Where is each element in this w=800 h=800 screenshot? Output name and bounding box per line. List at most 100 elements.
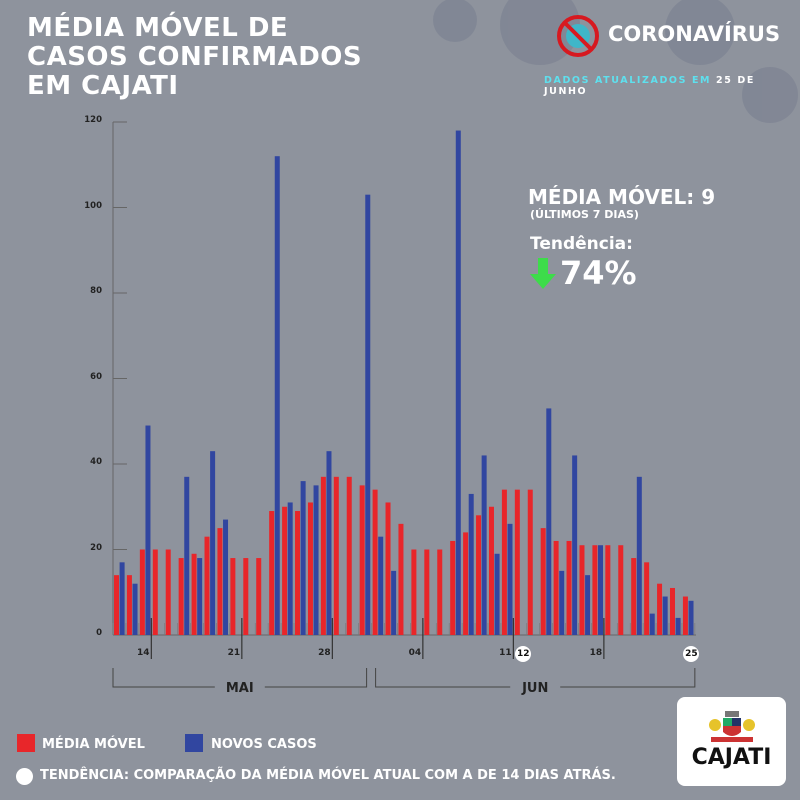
moving-average-bar — [682, 596, 688, 635]
moving-average-bar — [398, 523, 404, 635]
trend-label: Tendência: — [530, 234, 633, 254]
moving-average-bar — [359, 485, 365, 635]
moving-average-bar — [269, 511, 275, 635]
moving-average-bar — [165, 549, 171, 635]
y-tick-label: 0 — [96, 628, 102, 638]
coat-of-arms-icon — [709, 711, 755, 742]
new-cases-bar — [455, 130, 461, 636]
y-tick-label: 120 — [84, 115, 102, 125]
legend-swatch-red — [17, 734, 35, 752]
month-label: MAI — [226, 681, 254, 696]
new-cases-bar — [119, 562, 125, 635]
moving-average-bar — [333, 476, 339, 635]
legend-moving-average: MÉDIA MÓVEL — [42, 737, 145, 752]
moving-average-bar — [592, 545, 598, 635]
moving-average-bar — [320, 476, 326, 635]
updated-label: DADOS ATUALIZADOS EM — [544, 75, 712, 86]
moving-average-bar — [217, 528, 223, 635]
trend-value: 74% — [560, 254, 637, 292]
moving-average-bar — [230, 558, 236, 635]
moving-average-bar — [553, 540, 559, 635]
moving-average-bar — [501, 489, 507, 635]
new-cases-bar — [649, 613, 655, 635]
new-cases-bar — [326, 451, 332, 635]
new-cases-bar — [300, 481, 306, 635]
new-cases-bar — [662, 596, 668, 635]
new-cases-bar — [481, 455, 487, 635]
y-tick-label: 40 — [90, 457, 102, 467]
x-tick-label: 28 — [318, 648, 331, 658]
moving-average-bar — [476, 515, 482, 635]
moving-average-bar — [385, 502, 391, 635]
moving-average-bar — [631, 558, 637, 635]
brand-label: CORONAVÍRUS — [608, 22, 781, 46]
moving-average-bar — [411, 549, 417, 635]
new-cases-bar — [675, 617, 681, 635]
y-tick-label: 100 — [84, 200, 102, 211]
moving-average-bar — [463, 532, 469, 635]
new-cases-bar — [585, 575, 591, 635]
new-cases-bar — [378, 536, 384, 635]
no-virus-icon — [557, 15, 599, 57]
month-label: JUN — [521, 681, 548, 696]
moving-average-bar — [191, 553, 197, 635]
moving-average-bar — [527, 489, 533, 635]
update-info: DADOS ATUALIZADOS EM 25 DE JUNHO — [544, 75, 800, 97]
bar-chart: MAI JUN — [112, 121, 696, 696]
new-cases-bar — [688, 600, 694, 635]
new-cases-bar — [598, 545, 604, 635]
moving-average-bar — [282, 506, 288, 635]
moving-average-bar — [204, 536, 210, 635]
x-tick-label: 14 — [137, 648, 150, 658]
updated-date: 25 DE JUNHO — [544, 75, 755, 97]
x-tick-label: 12 — [515, 646, 532, 662]
month-bracket — [375, 668, 696, 688]
new-cases-bar — [223, 519, 229, 635]
moving-average-bar — [139, 549, 145, 635]
moving-average-bar — [424, 549, 430, 635]
month-bracket — [112, 668, 368, 688]
new-cases-bar — [274, 156, 280, 635]
moving-average-bar — [307, 502, 313, 635]
moving-average-bar — [152, 549, 158, 635]
new-cases-bar — [287, 502, 293, 635]
moving-average-bar — [657, 583, 663, 635]
new-cases-bar — [145, 425, 151, 635]
x-tick-label: 21 — [227, 648, 241, 658]
cajati-logo: CAJATI — [677, 697, 786, 786]
new-cases-bar — [468, 493, 474, 635]
x-tick-label: 04 — [408, 648, 422, 658]
y-tick-label: 60 — [90, 371, 102, 382]
note-bullet-icon — [16, 768, 33, 785]
x-tick-label: 25 — [683, 646, 700, 662]
moving-average-bar — [488, 506, 494, 635]
x-tick-label: 11 — [499, 648, 512, 658]
moving-average-bar — [450, 540, 456, 635]
new-cases-bar — [546, 408, 552, 635]
moving-average-bar — [605, 545, 611, 635]
arrow-down-icon — [530, 258, 556, 289]
new-cases-bar — [494, 553, 500, 635]
new-cases-bar — [391, 570, 397, 635]
new-cases-bar — [365, 194, 371, 636]
page-title: MÉDIA MÓVEL DE CASOS CONFIRMADOS EM CAJA… — [27, 13, 363, 101]
moving-average-bar — [540, 528, 546, 635]
moving-average-bar — [618, 545, 624, 635]
new-cases-bar — [197, 558, 203, 635]
x-tick-label: 18 — [589, 648, 603, 658]
new-cases-bar — [184, 476, 190, 635]
new-cases-bar — [132, 583, 138, 635]
new-cases-bar — [572, 455, 578, 635]
moving-average-bar — [579, 545, 585, 635]
moving-average-bar — [644, 562, 650, 635]
y-tick-label: 80 — [90, 286, 102, 296]
moving-average-bar — [295, 511, 301, 635]
legend-swatch-blue — [185, 734, 203, 752]
moving-average-bar — [178, 558, 184, 635]
new-cases-bar — [210, 451, 216, 635]
moving-average-bar — [256, 558, 262, 635]
moving-average-value: MÉDIA MÓVEL: 9 — [528, 185, 716, 209]
moving-average-bar — [514, 489, 520, 635]
moving-average-bar — [126, 575, 132, 635]
